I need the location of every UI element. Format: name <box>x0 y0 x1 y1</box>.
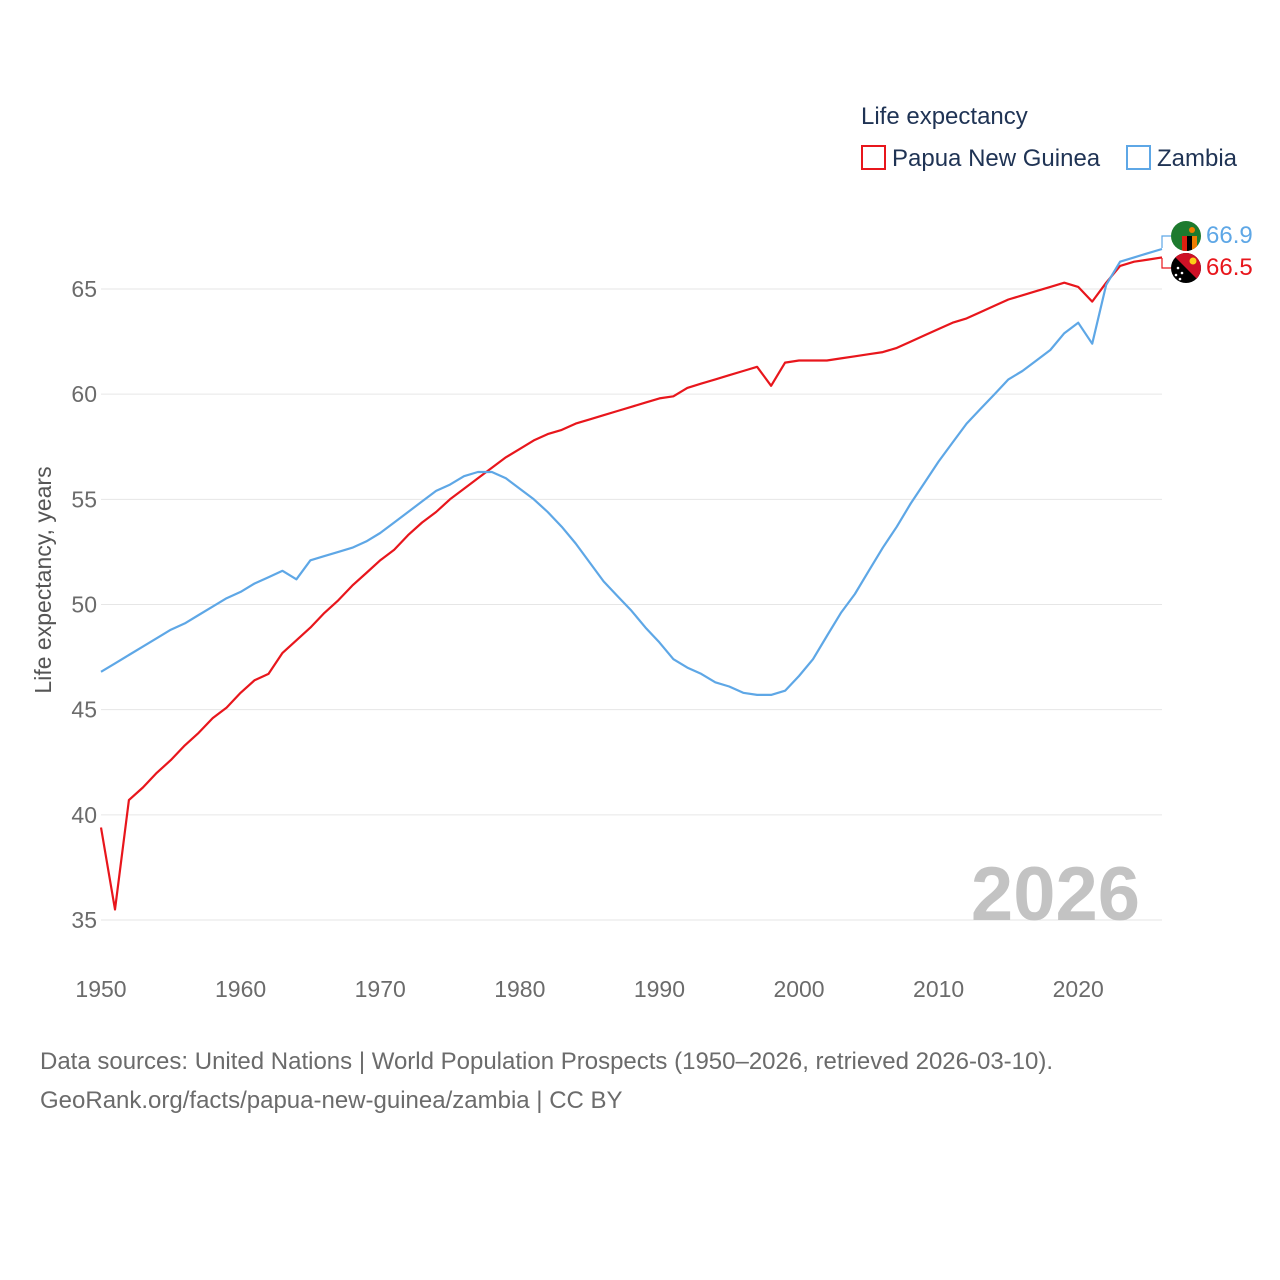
y-tick-45: 45 <box>71 697 97 723</box>
x-tick-1990: 1990 <box>634 976 685 1002</box>
pointer-line-papua-new-guinea <box>1161 258 1171 269</box>
y-tick-60: 60 <box>71 381 97 407</box>
y-tick-55: 55 <box>71 486 97 512</box>
legend-swatch-papua-new-guinea[interactable] <box>861 145 886 170</box>
y-axis-label: Life expectancy, years <box>30 466 56 693</box>
source-note: Data sources: United Nations | World Pop… <box>40 1042 1240 1120</box>
series-lines <box>99 247 1163 911</box>
pointer-line-zambia <box>1161 235 1171 248</box>
x-tick-2000: 2000 <box>773 976 824 1002</box>
series-line-papua-new-guinea[interactable] <box>99 256 1163 911</box>
end-value-zambia: 66.9 <box>1206 222 1253 249</box>
papua-new-guinea-flag-icon <box>1171 253 1201 283</box>
credit-text[interactable]: GeoRank.org/facts/papua-new-guinea/zambi… <box>40 1087 623 1114</box>
x-tick-1950: 1950 <box>75 976 126 1002</box>
x-tick-2020: 2020 <box>1053 976 1104 1002</box>
gridlines <box>101 288 1162 921</box>
x-axis-ticks: 1950 1960 1970 1980 1990 2000 2010 2020 <box>75 976 1103 1002</box>
y-axis-ticks: 35 40 45 50 55 60 65 <box>71 276 97 933</box>
legend-label-papua-new-guinea[interactable]: Papua New Guinea <box>892 145 1101 172</box>
life-expectancy-chart: 35 40 45 50 55 60 65 1950 1960 1970 1980 1990 2000 2… <box>30 103 1253 1002</box>
x-tick-2010: 2010 <box>913 976 964 1002</box>
series-line-zambia[interactable] <box>100 247 1163 696</box>
y-tick-65: 65 <box>71 276 97 302</box>
legend-swatch-zambia[interactable] <box>1126 145 1151 170</box>
source-text: Data sources: United Nations | World Pop… <box>40 1048 1054 1075</box>
end-markers: 66.9 66.5 <box>1161 221 1253 283</box>
year-watermark: 2026 <box>971 852 1140 937</box>
zambia-flag-icon <box>1171 221 1201 251</box>
legend-label-zambia[interactable]: Zambia <box>1157 145 1238 172</box>
x-tick-1980: 1980 <box>494 976 545 1002</box>
y-tick-35: 35 <box>71 907 97 933</box>
y-tick-40: 40 <box>71 802 97 828</box>
end-value-papua-new-guinea: 66.5 <box>1206 254 1253 281</box>
y-tick-50: 50 <box>71 592 97 618</box>
x-tick-1960: 1960 <box>215 976 266 1002</box>
legend-title: Life expectancy <box>861 103 1028 130</box>
x-tick-1970: 1970 <box>355 976 406 1002</box>
legend: Life expectancy Papua New Guinea Zambia <box>861 103 1238 172</box>
